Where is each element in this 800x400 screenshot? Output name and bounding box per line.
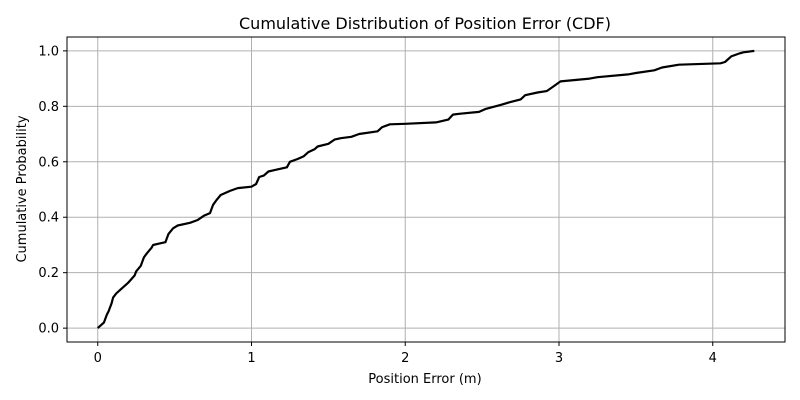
- y-tick-label: 0.8: [38, 100, 59, 115]
- cdf-series-line: [96, 49, 755, 329]
- x-tick-label: 1: [247, 351, 255, 366]
- x-tick-label: 4: [709, 351, 717, 366]
- x-tick-label: 0: [94, 351, 102, 366]
- grid-lines: [67, 37, 785, 342]
- x-tick-label: 3: [555, 351, 563, 366]
- y-tick-label: 0.6: [38, 155, 59, 170]
- chart-title: Cumulative Distribution of Position Erro…: [239, 14, 611, 33]
- y-axis-ticks: 0.0 0.2 0.4 0.6 0.8 1.0: [38, 44, 67, 337]
- x-tick-label: 2: [401, 351, 409, 366]
- y-tick-label: 1.0: [38, 44, 59, 59]
- x-axis-ticks: 0 1 2 3 4: [94, 342, 717, 366]
- y-tick-label: 0.2: [38, 266, 59, 281]
- y-tick-label: 0.4: [38, 211, 59, 226]
- y-axis-label: Cumulative Probability: [15, 115, 30, 262]
- x-axis-label: Position Error (m): [368, 372, 481, 387]
- plot-frame: [66, 36, 786, 343]
- y-tick-label: 0.0: [38, 322, 59, 337]
